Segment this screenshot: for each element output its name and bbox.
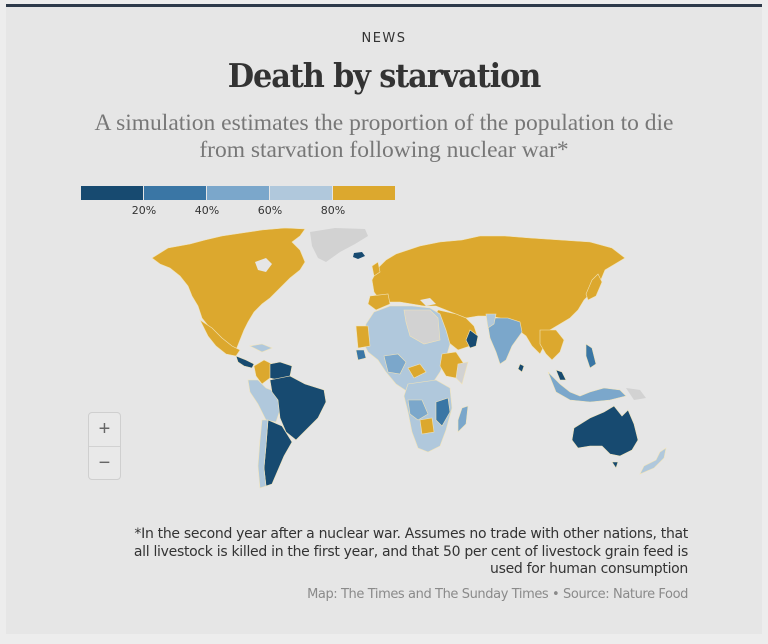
world-map[interactable]: [150, 222, 680, 512]
region-brazil[interactable]: [269, 375, 327, 441]
region-madagascar[interactable]: [457, 405, 469, 433]
region-mexico[interactable]: [199, 319, 241, 357]
region-iberia[interactable]: [367, 293, 391, 311]
region-oman[interactable]: [465, 329, 479, 349]
legend-labels: 20% 40% 60% 80%: [81, 204, 401, 218]
color-legend: [81, 186, 395, 200]
region-greenland[interactable]: [310, 228, 368, 262]
subtitle: A simulation estimates the proportion of…: [94, 110, 674, 163]
legend-swatch-40-60: [207, 186, 269, 200]
region-angola[interactable]: [407, 399, 429, 421]
region-somalia[interactable]: [455, 361, 469, 385]
legend-label: 40%: [194, 204, 220, 217]
legend-swatch-0-20: [81, 186, 143, 200]
region-pakistan[interactable]: [485, 313, 497, 329]
region-caribbean[interactable]: [249, 343, 273, 353]
region-cameroon-car[interactable]: [407, 363, 427, 379]
region-chile[interactable]: [257, 419, 269, 489]
region-philippines[interactable]: [585, 343, 597, 369]
region-japan[interactable]: [585, 273, 603, 301]
region-mozambique[interactable]: [435, 397, 451, 427]
legend-swatch-20-40: [144, 186, 206, 200]
legend-label: 80%: [320, 204, 346, 217]
region-png[interactable]: [626, 388, 646, 400]
region-sri-lanka[interactable]: [517, 363, 525, 373]
region-botswana[interactable]: [419, 417, 435, 435]
region-uk[interactable]: [371, 261, 381, 277]
page-title: Death by starvation: [227, 56, 542, 95]
legend-label: 20%: [131, 204, 157, 217]
region-central-africa[interactable]: [403, 379, 453, 453]
region-southeast-asia[interactable]: [539, 329, 565, 361]
region-indonesia[interactable]: [547, 371, 627, 403]
region-libya-egypt[interactable]: [403, 309, 441, 345]
zoom-out-button[interactable]: −: [98, 452, 111, 474]
region-mauritania[interactable]: [355, 325, 371, 349]
region-eurasia[interactable]: [371, 235, 626, 355]
source-credit: Map: The Times and The Sunday Times • So…: [307, 587, 688, 602]
map-zoom-control: + −: [88, 412, 121, 480]
footnote: *In the second year after a nuclear war.…: [133, 526, 688, 577]
region-new-zealand[interactable]: [639, 447, 667, 475]
legend-label: 60%: [257, 204, 283, 217]
legend-swatch-80-100: [333, 186, 395, 200]
region-nigeria-chad[interactable]: [383, 353, 407, 375]
region-tasmania[interactable]: [611, 461, 619, 469]
region-india[interactable]: [487, 317, 523, 365]
region-australia[interactable]: [571, 405, 639, 457]
region-malaysia[interactable]: [555, 369, 567, 381]
section-kicker: NEWS: [361, 31, 407, 46]
region-iceland[interactable]: [353, 252, 365, 259]
region-north-america[interactable]: [151, 227, 306, 351]
zoom-in-button[interactable]: +: [89, 413, 120, 447]
region-central-america[interactable]: [235, 355, 255, 369]
region-senegal[interactable]: [355, 349, 367, 361]
legend-swatch-60-80: [270, 186, 332, 200]
